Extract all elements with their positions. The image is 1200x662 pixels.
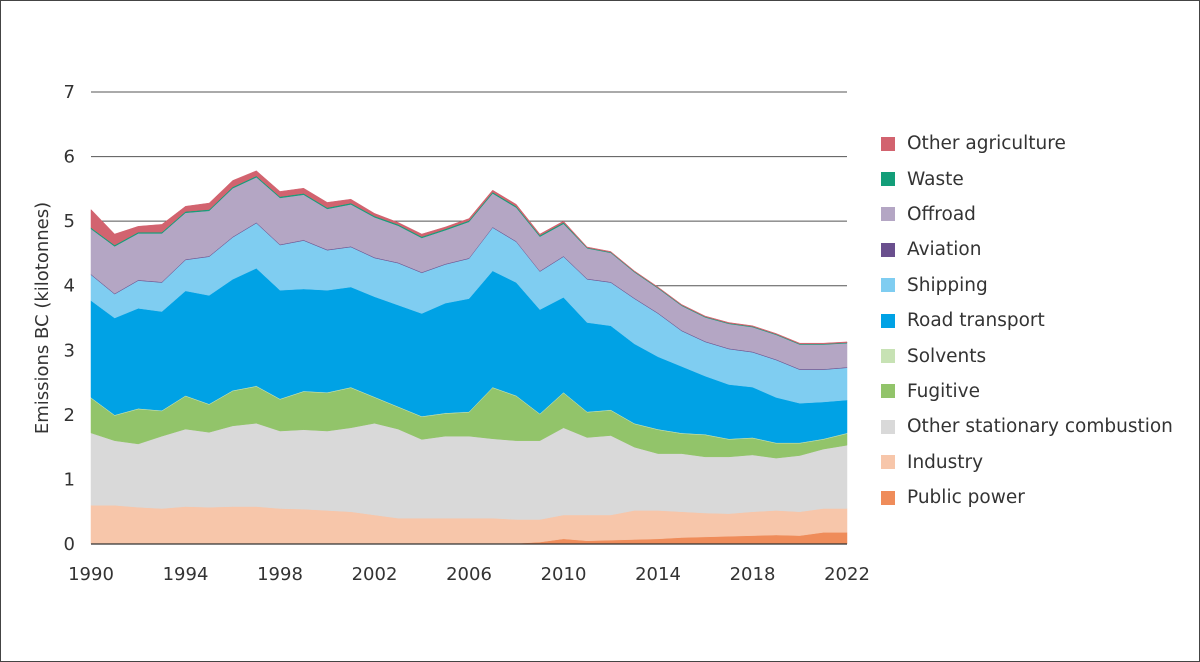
legend-item: Fugitive [881,374,1173,409]
legend-swatch [881,242,895,257]
legend-label: Waste [907,168,964,190]
legend-swatch [881,384,895,399]
x-tick-label: 2022 [824,564,870,585]
legend-label: Other stationary combustion [907,416,1173,438]
y-tick-label: 5 [64,211,75,232]
legend-swatch [881,313,895,328]
legend-swatch [881,490,895,505]
legend-swatch [881,349,895,364]
y-tick-label: 7 [64,82,75,103]
legend-label: Other agriculture [907,133,1066,155]
legend-item: Aviation [881,232,1173,267]
legend-label: Aviation [907,239,982,261]
legend-swatch [881,419,895,434]
x-tick-label: 1998 [257,564,303,585]
legend-swatch [881,172,895,187]
legend-swatch [881,136,895,151]
legend-item: Industry [881,445,1173,480]
legend-label: Road transport [907,310,1045,332]
legend-item: Offroad [881,197,1173,232]
legend-label: Fugitive [907,380,980,402]
legend-swatch [881,207,895,222]
legend-item: Waste [881,161,1173,196]
legend-item: Road transport [881,303,1173,338]
legend-item: Other agriculture [881,126,1173,161]
legend-swatch [881,455,895,470]
legend-label: Shipping [907,274,988,296]
y-tick-label: 3 [64,340,75,361]
x-tick-label: 1990 [68,564,114,585]
legend-swatch [881,278,895,293]
x-tick-label: 2014 [635,564,681,585]
y-axis-label: Emissions BC (kilotonnes) [32,202,53,434]
x-tick-label: 2018 [730,564,776,585]
legend-item: Other stationary combustion [881,409,1173,444]
legend-label: Solvents [907,345,987,367]
x-tick-label: 1994 [163,564,209,585]
y-tick-label: 4 [64,276,75,297]
legend-item: Solvents [881,338,1173,373]
legend-label: Offroad [907,203,976,225]
area-other-agriculture [90,170,848,345]
x-tick-label: 2010 [541,564,587,585]
y-tick-label: 0 [64,534,75,555]
y-tick-label: 2 [64,405,75,426]
y-tick-label: 1 [64,469,75,490]
legend: Other agriculture Waste Offroad Aviation Shi… [881,126,1173,515]
legend-item: Public power [881,480,1173,515]
x-tick-label: 2002 [352,564,398,585]
legend-label: Public power [907,487,1025,509]
legend-item: Shipping [881,268,1173,303]
legend-label: Industry [907,451,984,473]
y-tick-label: 6 [64,147,75,168]
x-tick-label: 2006 [446,564,492,585]
